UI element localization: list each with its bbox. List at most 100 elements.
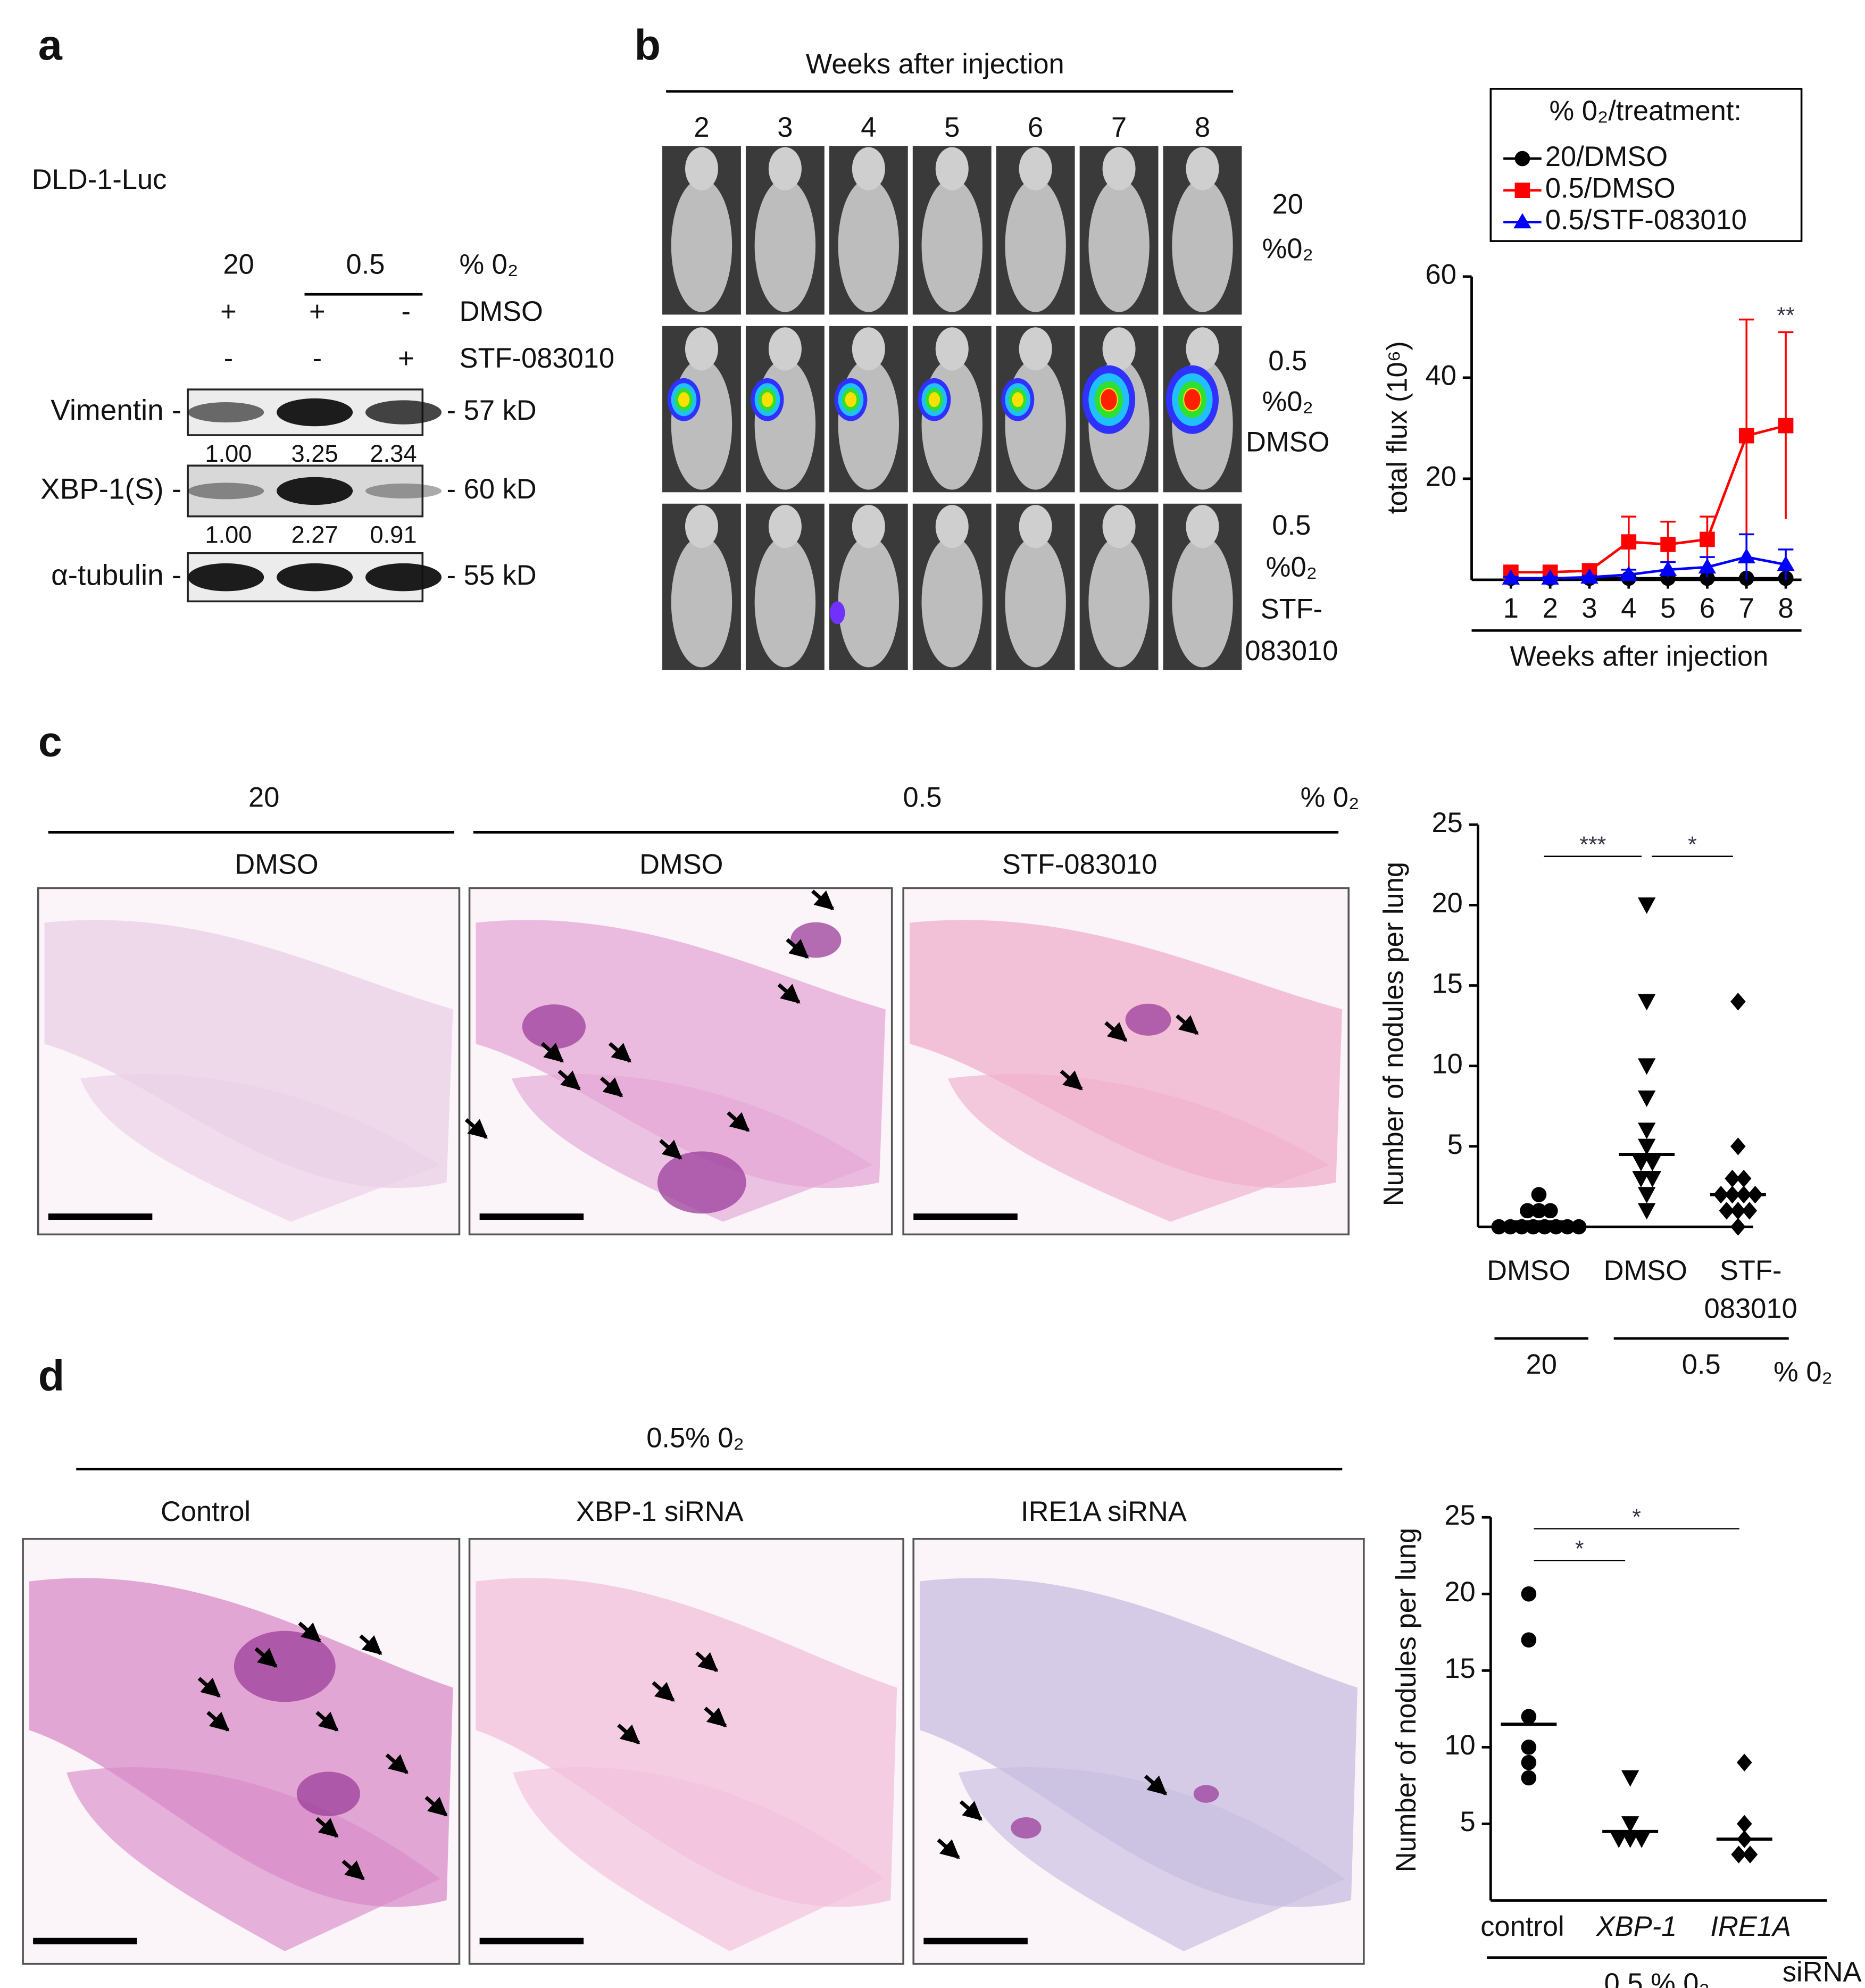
mouse-head bbox=[685, 147, 718, 190]
data-point bbox=[1633, 1831, 1651, 1848]
band-quant: 3.25 bbox=[292, 440, 338, 467]
data-point bbox=[1502, 569, 1520, 585]
blot-size: - 55 kD bbox=[447, 560, 537, 591]
treatment-sign: + bbox=[309, 296, 326, 327]
blot-band bbox=[365, 400, 442, 425]
o2-level: 0.5 bbox=[346, 249, 385, 280]
x-axis-label: Weeks after injection bbox=[1510, 642, 1768, 672]
data-point bbox=[1571, 1219, 1587, 1235]
treatment-name: STF-083010 bbox=[459, 343, 614, 374]
blot-name: XBP-1(S) - bbox=[40, 472, 181, 505]
data-point bbox=[1737, 548, 1755, 564]
category-label: IRE1A bbox=[1710, 1911, 1791, 1942]
legend-marker bbox=[1514, 182, 1530, 198]
luminescence bbox=[928, 392, 940, 407]
mouse-head bbox=[1102, 147, 1136, 190]
blot-band bbox=[365, 483, 442, 498]
mouse-body bbox=[1005, 359, 1066, 490]
mouse-body bbox=[1005, 179, 1066, 312]
band-quant: 2.27 bbox=[292, 521, 338, 548]
mouse-head bbox=[768, 327, 802, 371]
mouse-body bbox=[1088, 536, 1150, 668]
panel-letter: a bbox=[38, 21, 63, 69]
group-unit: % 0₂ bbox=[1774, 1357, 1833, 1388]
data-point bbox=[1736, 1815, 1752, 1833]
y-tick-label: 5 bbox=[1460, 1807, 1476, 1837]
arrow bbox=[342, 1859, 365, 1881]
data-point bbox=[1520, 1203, 1535, 1219]
luminescence bbox=[678, 392, 690, 407]
data-point bbox=[1637, 1090, 1656, 1107]
y-tick-label: 20 bbox=[1426, 462, 1456, 493]
data-point bbox=[1637, 1138, 1656, 1155]
arrow bbox=[1104, 1021, 1128, 1042]
band-quant: 1.00 bbox=[205, 440, 252, 467]
mouse-body bbox=[1172, 536, 1233, 668]
data-point bbox=[1719, 1202, 1735, 1220]
mouse-body bbox=[921, 536, 983, 668]
data-point bbox=[1742, 1845, 1758, 1864]
data-point bbox=[1541, 569, 1559, 585]
row-label: 0.5 %0₂ DMSO bbox=[1246, 346, 1329, 458]
nodule bbox=[657, 1151, 746, 1214]
week-label: 7 bbox=[1111, 112, 1127, 143]
nodule bbox=[1193, 1785, 1219, 1803]
data-point bbox=[1620, 565, 1638, 581]
arrow bbox=[359, 1634, 382, 1656]
luminescence bbox=[1012, 392, 1023, 407]
mouse-head bbox=[852, 327, 885, 371]
o2-unit: % 0₂ bbox=[1301, 782, 1360, 813]
arrow bbox=[652, 1681, 675, 1702]
data-point bbox=[1637, 1203, 1656, 1220]
mouse-head bbox=[1019, 505, 1052, 548]
treatment-name: DMSO bbox=[459, 296, 543, 327]
series-line bbox=[1511, 555, 1786, 580]
mouse-head bbox=[1186, 327, 1219, 371]
significance: * bbox=[1688, 832, 1697, 858]
data-point bbox=[1731, 1845, 1746, 1864]
image-title: XBP-1 siRNA bbox=[576, 1496, 744, 1527]
blot-band bbox=[277, 398, 353, 427]
mouse-head bbox=[935, 505, 969, 548]
legend-entry: 0.5/STF-083010 bbox=[1545, 205, 1747, 236]
image-title: Control bbox=[161, 1496, 251, 1527]
mouse-head bbox=[1019, 327, 1052, 371]
band-quant: 1.00 bbox=[205, 521, 252, 548]
data-point bbox=[1637, 1058, 1656, 1075]
arrow bbox=[695, 1651, 719, 1673]
arrow bbox=[385, 1753, 409, 1774]
data-point bbox=[1632, 1171, 1650, 1188]
band-quant: 2.34 bbox=[370, 440, 417, 467]
mouse-body bbox=[921, 179, 983, 312]
mouse-body bbox=[921, 359, 983, 490]
mouse-head bbox=[1186, 505, 1219, 548]
data-point bbox=[1730, 1137, 1746, 1155]
data-point bbox=[1521, 1754, 1537, 1770]
significance: ** bbox=[1777, 303, 1795, 328]
arrow bbox=[600, 1076, 623, 1097]
data-point bbox=[1742, 1202, 1758, 1220]
data-point bbox=[1637, 1187, 1656, 1204]
blot-band bbox=[188, 402, 264, 423]
y-tick-label: 25 bbox=[1431, 808, 1462, 838]
arrow bbox=[315, 1711, 339, 1732]
group-label: 0.5 bbox=[1682, 1349, 1721, 1380]
y-axis-label: total flux (10⁶) bbox=[1382, 341, 1413, 514]
treatment-sign: - bbox=[313, 343, 322, 374]
data-point bbox=[1660, 537, 1676, 552]
week-label: 2 bbox=[694, 112, 709, 143]
arrow bbox=[1144, 1775, 1168, 1795]
mouse-head bbox=[768, 505, 802, 548]
mouse-head bbox=[935, 147, 969, 190]
tissue bbox=[958, 1767, 1345, 1951]
group-unit: siRNA bbox=[1783, 1957, 1862, 1988]
arrow bbox=[464, 1118, 488, 1139]
group-label: 20 bbox=[1526, 1349, 1557, 1380]
category-label: XBP-1 bbox=[1596, 1911, 1677, 1942]
data-point bbox=[1621, 1831, 1639, 1848]
legend-marker bbox=[1514, 151, 1530, 167]
o2-level: 0.5 bbox=[903, 782, 942, 813]
mouse-body bbox=[754, 359, 816, 490]
